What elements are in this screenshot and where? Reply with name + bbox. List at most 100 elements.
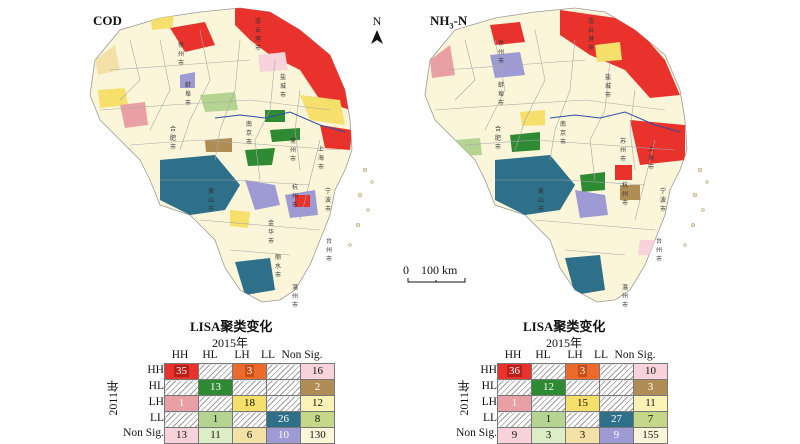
- cell-value: 1: [511, 397, 518, 409]
- city-label: 连云港市: [255, 19, 262, 52]
- city-label: 台州市: [656, 239, 663, 263]
- cell-lh-hl: [531, 395, 566, 412]
- col-head: LH: [567, 349, 583, 361]
- region-hh-west: [490, 22, 525, 45]
- city-label: 蚌埠市: [185, 83, 192, 107]
- table-row: 13 11 6 10 130: [164, 427, 335, 444]
- city-label: 盐城市: [605, 75, 612, 99]
- city-label: 黄山市: [538, 189, 545, 213]
- map-cod: [89, 7, 353, 303]
- cell-hl-lh: [565, 379, 600, 396]
- cell-value: 36: [507, 365, 522, 377]
- cell-lh-hl: [198, 395, 233, 412]
- cell-value: 3: [647, 381, 654, 393]
- cell-value: 10: [278, 429, 289, 441]
- cell-hl-hh: [164, 379, 199, 396]
- transition-table-cod: 35 3 16 13 2 1 18 12 1 26 8 13 11 6 10 1…: [164, 363, 335, 444]
- table-row: 9 3 3 9 155: [497, 427, 668, 444]
- region-ll-hs: [160, 155, 240, 215]
- cell-value: 130: [309, 429, 326, 441]
- map-title-nh3n-tail: -N: [453, 13, 468, 28]
- region-ll-south: [565, 255, 605, 295]
- col-head: HL: [202, 349, 218, 361]
- cell-non-ll: 9: [599, 427, 634, 444]
- region-hh-north: [235, 8, 350, 110]
- cell-non-hl: 3: [531, 427, 566, 444]
- cell-value: 12: [543, 381, 554, 393]
- region-hhnon-1: [638, 240, 655, 255]
- map-nh3n-regions: [430, 10, 685, 295]
- city-label: 温州市: [622, 285, 629, 309]
- cell-value: 1: [178, 397, 185, 409]
- cell-hl-hh: [497, 379, 532, 396]
- cell-ll-non: 8: [300, 411, 335, 428]
- city-label: 合肥市: [170, 127, 177, 151]
- scale-bar: [407, 278, 466, 283]
- cell-value: 26: [278, 413, 289, 425]
- city-label: 常州市: [290, 139, 297, 163]
- cell-hh-lh: 3: [232, 363, 267, 380]
- row-head: Non Sig.: [123, 427, 164, 439]
- city-label: 台州市: [326, 239, 333, 263]
- cell-non-lh: 6: [232, 427, 267, 444]
- cell-lh-ll: [266, 395, 301, 412]
- table-row: 36 3 10: [497, 363, 668, 380]
- row-head: HH: [480, 364, 497, 376]
- cell-lh-lh: 15: [565, 395, 600, 412]
- city-label: 南京市: [560, 122, 567, 146]
- cell-hh-hl: [198, 363, 233, 380]
- cell-value: 13: [176, 429, 187, 441]
- city-label: 合肥市: [495, 127, 502, 151]
- table-row: 1 18 12: [164, 395, 335, 412]
- row-head: HL: [148, 380, 164, 392]
- cell-value: 35: [174, 365, 189, 377]
- cell-hh-hh: 36: [497, 363, 532, 380]
- city-label: 温州市: [292, 285, 299, 309]
- cell-hh-hh: 35: [164, 363, 199, 380]
- islands: [348, 167, 709, 247]
- city-label: 丽水市: [275, 255, 282, 279]
- col-head: HL: [535, 349, 551, 361]
- city-label: 苏州市: [620, 139, 627, 163]
- col-year-cod: 2015年: [212, 336, 249, 350]
- region-hhnon-1: [258, 52, 288, 72]
- scale-label: 0 100 km: [403, 263, 458, 277]
- cell-lh-hh: 1: [164, 395, 199, 412]
- table-row: 13 2: [164, 379, 335, 396]
- cell-value: 9: [613, 429, 620, 441]
- city-label: 徐州市: [178, 43, 185, 67]
- table-row: 1 15 11: [497, 395, 668, 412]
- cell-hl-hl: 12: [531, 379, 566, 396]
- cell-non-hl: 11: [198, 427, 233, 444]
- cell-value: 15: [577, 397, 588, 409]
- region-nonhh-1: [120, 102, 148, 128]
- col-head: Non Sig.: [614, 349, 656, 361]
- cell-value: 3: [244, 365, 255, 377]
- cell-value: 12: [312, 397, 323, 409]
- cell-ll-hh: [164, 411, 199, 428]
- city-label: 连云港市: [588, 19, 595, 52]
- region-hl-1: [510, 132, 540, 152]
- region-hl-1: [245, 148, 275, 166]
- map-title-nh3n: NH3-N: [430, 13, 467, 31]
- city-label: 徐州市: [498, 41, 505, 65]
- row-head: LH: [481, 396, 497, 408]
- cell-value: 2: [314, 381, 321, 393]
- cell-hl-hl: 13: [198, 379, 233, 396]
- region-nonll-1: [245, 180, 280, 210]
- col-head: HH: [171, 349, 189, 361]
- city-label: 黄山市: [208, 189, 215, 213]
- cell-value: 16: [312, 365, 323, 377]
- region-lh-2: [520, 110, 545, 126]
- region-lh-north: [150, 10, 175, 30]
- cell-non-ll: 10: [266, 427, 301, 444]
- row-head: HH: [147, 364, 164, 376]
- legend-title-cod: LISA聚类变化: [190, 319, 273, 334]
- cell-non-non: 130: [300, 427, 335, 444]
- cell-value: 155: [642, 429, 659, 441]
- cell-hh-non: 16: [300, 363, 335, 380]
- cell-non-lh: 3: [565, 427, 600, 444]
- region-lh-1: [595, 42, 622, 62]
- region-ll-hs: [495, 155, 575, 215]
- cell-lh-ll: [599, 395, 634, 412]
